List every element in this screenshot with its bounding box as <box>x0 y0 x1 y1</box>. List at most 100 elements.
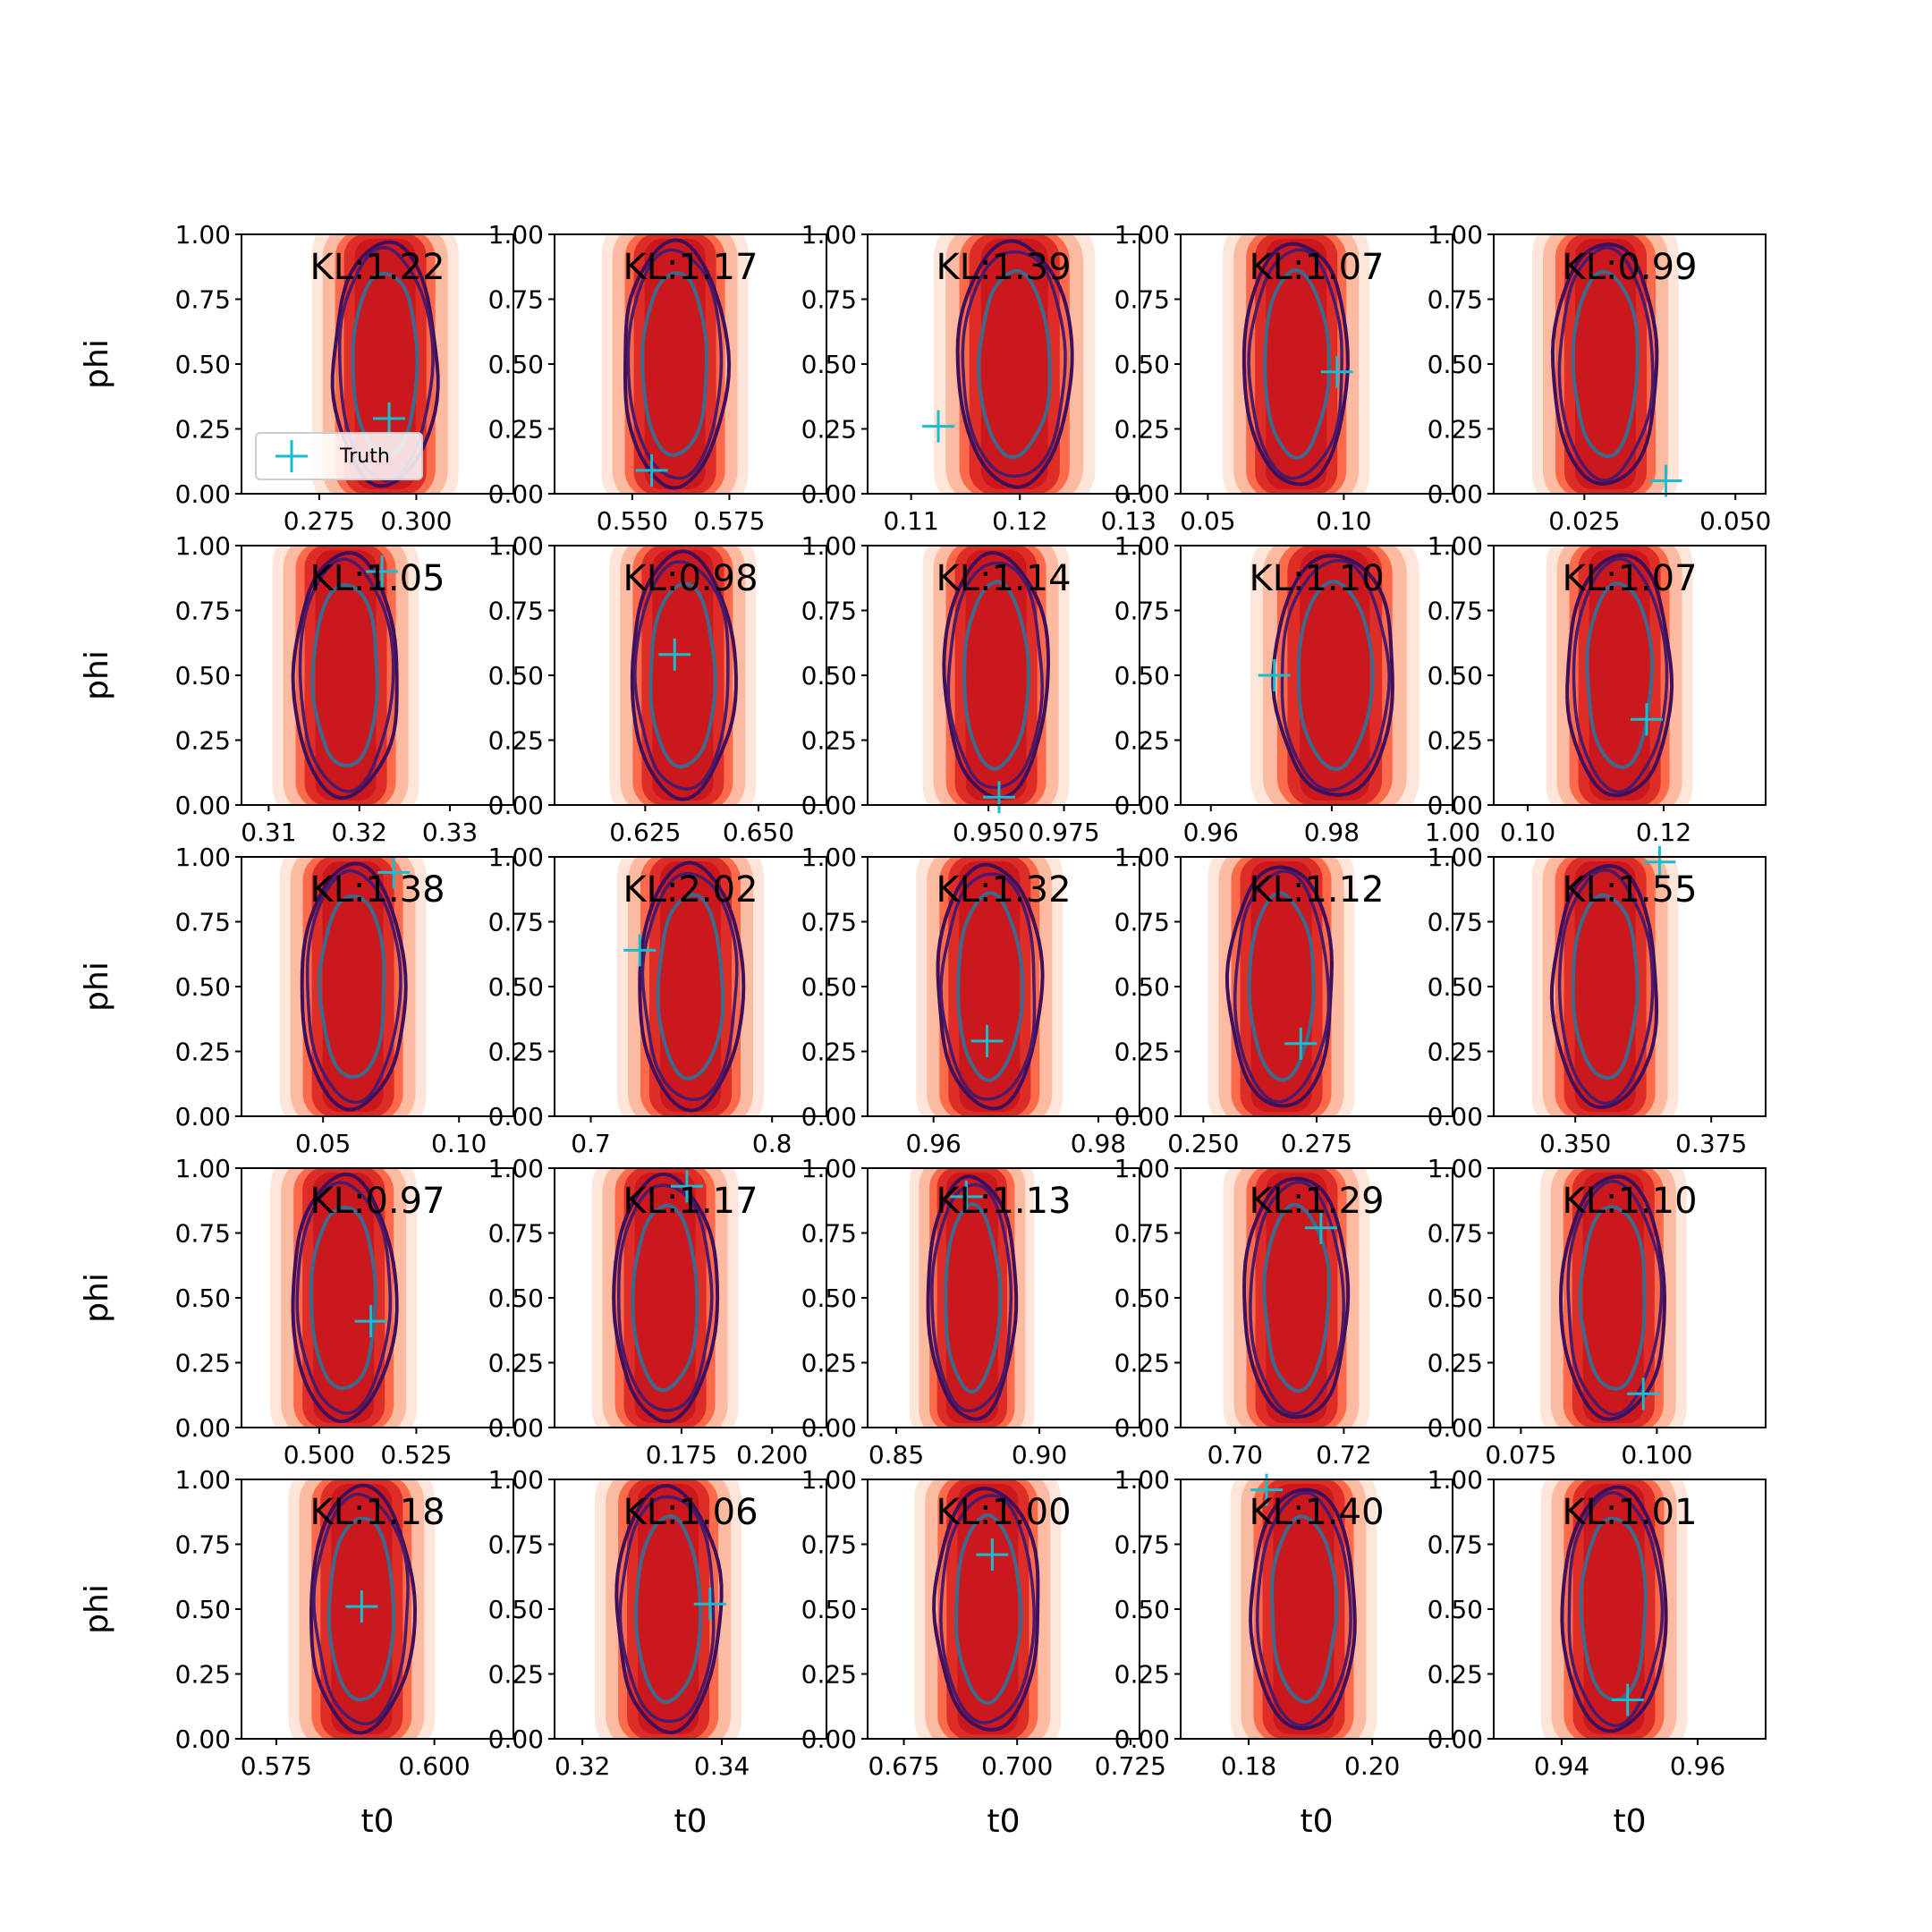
truth-marker <box>950 1180 983 1213</box>
y-axis-label: phi <box>79 962 115 1012</box>
y-tick-label: 0.00 <box>1114 479 1170 509</box>
plot-area <box>617 857 764 1116</box>
y-tick-label: 0.00 <box>488 1102 544 1131</box>
y-tick-label: 0.75 <box>1114 597 1170 626</box>
x-tick-label: 0.10 <box>1500 818 1555 847</box>
plot-area <box>601 234 749 494</box>
truth-marker <box>1258 659 1291 691</box>
plot-area <box>1539 1168 1687 1428</box>
y-tick-label: 0.25 <box>175 1660 231 1690</box>
truth-marker <box>670 1170 703 1203</box>
y-tick-label: 0.25 <box>488 1038 544 1067</box>
y-tick-label: 0.75 <box>801 285 857 315</box>
x-tick-label: 0.200 <box>736 1440 808 1470</box>
y-tick-label: 0.00 <box>1428 1413 1483 1443</box>
density-fill-5 <box>1582 1173 1644 1423</box>
y-tick-label: 0.50 <box>1114 1284 1170 1313</box>
truth-marker <box>922 410 955 443</box>
outer-contour <box>942 550 1051 801</box>
panel-7: 0.00 0.25 0.50 0.75 1.00 0.625 0.650 KL:0.98 <box>488 531 827 847</box>
y-tick-label: 0.00 <box>488 791 544 820</box>
y-tick-label: 0.75 <box>175 908 231 937</box>
middle-contour <box>1557 246 1655 482</box>
truth-marker <box>623 934 657 967</box>
inner-contour <box>962 580 1031 771</box>
truth-marker <box>976 1538 1009 1572</box>
truth-marker <box>1631 703 1663 736</box>
x-tick-label: 0.32 <box>555 1751 610 1781</box>
y-tick-label: 0.50 <box>1428 350 1483 379</box>
outer-contour <box>1242 1176 1351 1419</box>
density-fill-5 <box>315 550 377 801</box>
y-tick-label: 0.50 <box>488 1595 544 1624</box>
plot-area <box>595 1479 742 1739</box>
inner-contour <box>956 891 1025 1082</box>
y-tick-label: 0.25 <box>1114 1038 1170 1067</box>
x-tick-label: 0.175 <box>646 1440 717 1470</box>
outer-contour <box>955 239 1074 489</box>
y-tick-label: 0.00 <box>1114 791 1170 820</box>
panel-1: 0.00 0.25 0.50 0.75 1.00 0.275 0.300 KL:1.22 phi <box>79 220 514 536</box>
y-tick-label: 1.00 <box>1428 531 1483 561</box>
y-tick-label: 1.00 <box>175 843 231 872</box>
y-tick-label: 0.75 <box>1428 285 1483 315</box>
density-fill-5 <box>322 861 384 1112</box>
panel-24: 0.00 0.25 0.50 0.75 1.00 0.18 0.20 KL:1.40 t0 <box>1114 1465 1453 1840</box>
y-tick-label: 1.00 <box>1114 220 1170 250</box>
y-tick-label: 0.00 <box>175 791 231 820</box>
outer-contour <box>1558 1174 1667 1421</box>
y-tick-label: 1.00 <box>801 1465 857 1495</box>
panel-12: 0.00 0.25 0.50 0.75 1.00 0.7 0.8 KL:2.02 <box>488 843 827 1158</box>
truth-marker <box>658 638 691 671</box>
density-fill-5 <box>1273 1484 1335 1734</box>
outer-contour <box>926 1174 1019 1421</box>
y-tick-label: 1.00 <box>1428 1465 1483 1495</box>
plot-area <box>914 1479 1062 1739</box>
outer-contour <box>1249 1487 1357 1731</box>
x-tick-label: 0.85 <box>869 1440 924 1470</box>
y-axis-label: phi <box>79 339 115 389</box>
middle-contour <box>1567 1491 1665 1727</box>
density-fill-5 <box>1266 239 1327 489</box>
y-tick-label: 1.00 <box>1428 220 1483 250</box>
y-tick-label: 0.50 <box>488 972 544 1002</box>
outer-contour <box>291 550 399 801</box>
x-tick-label: 0.975 <box>1028 818 1099 847</box>
kl-annotation: KL:1.01 <box>1562 1492 1697 1533</box>
y-tick-label: 0.75 <box>1428 1219 1483 1249</box>
inner-contour <box>640 271 709 457</box>
plot-area <box>1531 857 1679 1116</box>
y-tick-label: 0.25 <box>1428 726 1483 756</box>
truth-marker <box>373 402 406 435</box>
y-tick-label: 0.25 <box>1428 1038 1483 1067</box>
x-axis-label: t0 <box>1613 1803 1646 1840</box>
y-tick-label: 0.25 <box>488 1349 544 1378</box>
x-tick-label: 0.70 <box>1208 1440 1263 1470</box>
y-tick-label: 0.25 <box>1114 1349 1170 1378</box>
y-tick-label: 0.75 <box>175 285 231 315</box>
middle-contour <box>295 1181 393 1415</box>
inner-contour <box>1296 580 1375 771</box>
y-tick-label: 0.75 <box>488 908 544 937</box>
y-tick-label: 0.00 <box>801 791 857 820</box>
y-tick-label: 1.00 <box>488 843 544 872</box>
plot-area <box>609 546 757 805</box>
inner-contour <box>310 582 379 768</box>
y-tick-label: 0.00 <box>801 1413 857 1443</box>
y-tick-label: 0.25 <box>175 1038 231 1067</box>
inner-contour <box>317 894 386 1079</box>
panel-8: 0.00 0.25 0.50 0.75 1.00 0.950 0.975 KL:1.14 <box>801 531 1140 847</box>
density-fill-5 <box>652 550 714 801</box>
outer-contour <box>638 860 746 1113</box>
x-tick-label: 0.7 <box>571 1129 611 1158</box>
middle-contour <box>1255 1491 1352 1727</box>
outer-contour <box>1549 863 1659 1110</box>
plot-area <box>916 857 1063 1116</box>
x-tick-label: 0.98 <box>1071 1129 1126 1158</box>
x-tick-label: 0.650 <box>723 818 794 847</box>
y-tick-label: 0.75 <box>488 1530 544 1560</box>
middle-contour <box>305 869 402 1105</box>
x-tick-label: 0.90 <box>1012 1440 1067 1470</box>
y-tick-label: 1.00 <box>175 1465 231 1495</box>
